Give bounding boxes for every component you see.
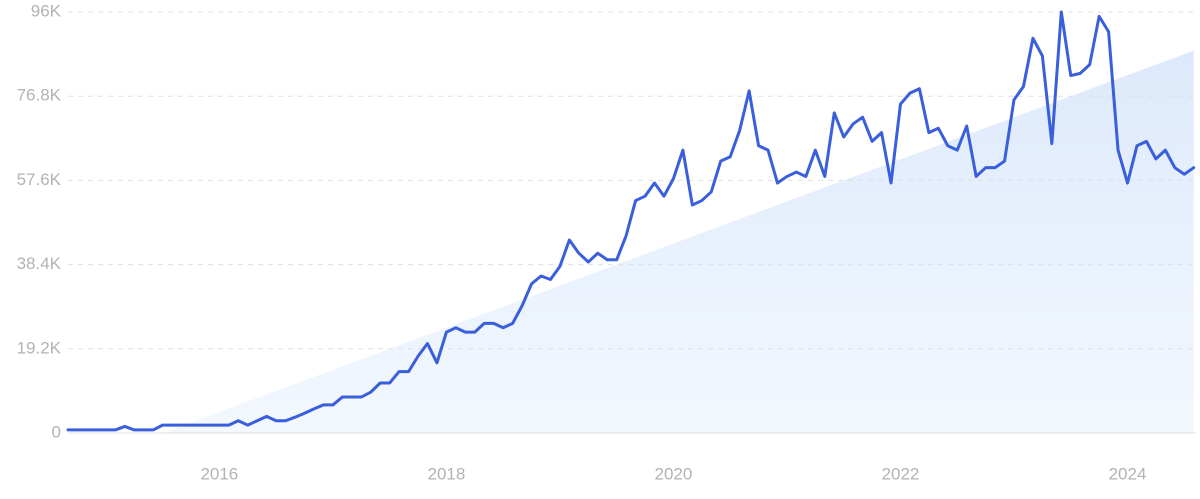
x-tick-label: 2016 [200, 464, 238, 483]
x-tick-label: 2024 [1109, 464, 1147, 483]
y-tick-label: 57.6K [17, 170, 62, 189]
trend-area [162, 50, 1194, 433]
trend-line [66, 10, 1196, 432]
x-tick-label: 2018 [427, 464, 465, 483]
x-tick-label: 2022 [882, 464, 920, 483]
y-tick-label: 96K [31, 1, 62, 20]
y-tick-label: 19.2K [17, 338, 62, 357]
y-tick-label: 76.8K [17, 86, 62, 105]
x-tick-label: 2020 [655, 464, 693, 483]
y-tick-label: 0 [52, 422, 61, 441]
y-tick-label: 38.4K [17, 254, 62, 273]
